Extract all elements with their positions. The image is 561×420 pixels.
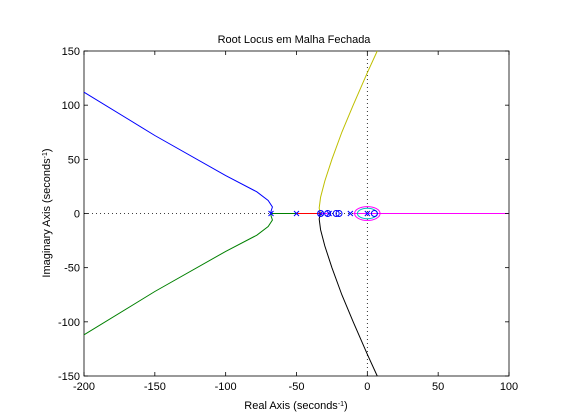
pole-marker	[326, 210, 332, 217]
chart-title: Root Locus em Malha Fechada	[218, 34, 372, 46]
zero-marker	[370, 210, 378, 217]
zero-marker	[324, 210, 332, 217]
x-tick-label: 100	[500, 381, 518, 393]
y-axis-label: Imaginary Axis (seconds-1)	[41, 148, 53, 277]
axis-ticks: -200 -150 -100 -50 0 50 100-150-100-5005010015…	[58, 46, 518, 393]
pole-marker	[293, 210, 300, 217]
pole-marker	[317, 210, 324, 217]
zero-marker	[332, 210, 340, 217]
pole-marker	[268, 210, 274, 217]
x-tick-label: -200	[73, 381, 95, 393]
x-tick-label: -100	[215, 381, 237, 393]
locus-branch-1	[83, 91, 273, 214]
pole-marker	[364, 210, 371, 217]
zero-marker	[317, 210, 325, 217]
locus-loop-1	[354, 206, 381, 221]
y-tick-label: 150	[62, 46, 80, 58]
pole-zero-markers	[268, 210, 378, 217]
y-tick-label: 50	[68, 154, 80, 166]
y-tick-label: 100	[62, 100, 80, 112]
locus-branch-2	[83, 213, 273, 336]
x-tick-label: 50	[432, 381, 444, 393]
y-tick-label: -100	[58, 317, 80, 329]
locus-branch-5	[318, 50, 378, 214]
y-tick-label: 0	[74, 209, 80, 221]
x-tick-label: -150	[144, 381, 166, 393]
x-axis-label: Real Axis (seconds-1)	[244, 400, 347, 412]
y-tick-label: -150	[58, 371, 80, 383]
pole-marker	[347, 210, 354, 217]
x-tick-label: -50	[289, 381, 305, 393]
locus-branches	[83, 50, 509, 377]
y-tick-label: -50	[64, 263, 80, 275]
x-tick-label: 0	[364, 381, 370, 393]
locus-branch-6	[318, 213, 378, 377]
zero-marker	[335, 210, 343, 217]
